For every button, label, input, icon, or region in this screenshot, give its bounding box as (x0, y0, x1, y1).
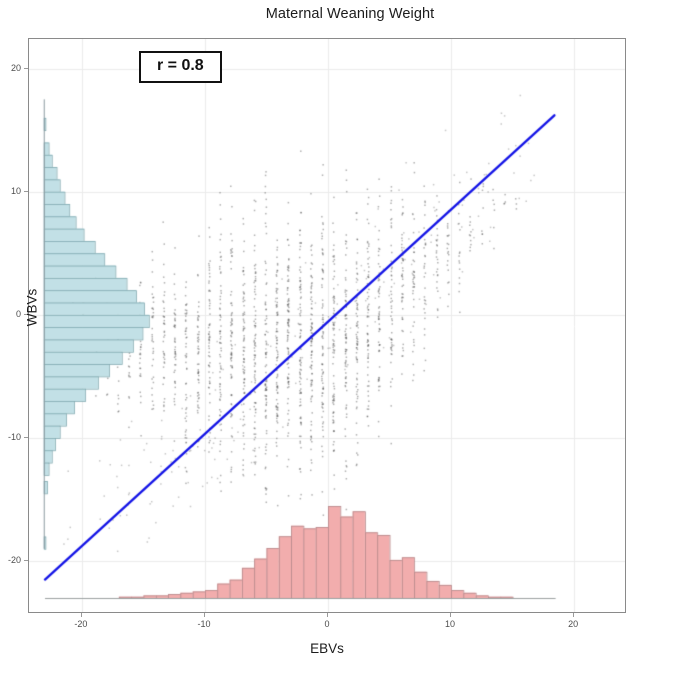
x-tick-label: 10 (445, 619, 456, 629)
y-tick-mark (24, 436, 28, 438)
y-tick-label: -10 (7, 431, 21, 442)
x-tick-label: -20 (74, 619, 88, 629)
x-axis-label: EBVs (310, 641, 344, 656)
correlation-annotation: r = 0.8 (139, 51, 222, 83)
y-tick-label: 10 (10, 185, 21, 196)
x-tick-label: 0 (324, 619, 330, 629)
x-tick-mark (80, 613, 82, 617)
y-tick-mark (24, 313, 28, 315)
x-tick-mark (327, 613, 328, 617)
x-tick-label: 20 (568, 619, 579, 629)
x-tick-mark (573, 613, 575, 617)
y-axis-label: WBVs (24, 288, 40, 327)
x-tick-label: -10 (197, 619, 211, 629)
plot-panel: r = 0.8 (28, 38, 626, 613)
x-tick-mark (203, 613, 205, 617)
y-tick-mark (24, 560, 28, 562)
y-tick-label: -20 (7, 555, 21, 566)
y-tick-label: 0 (15, 308, 21, 319)
y-tick-label: 20 (10, 62, 21, 73)
x-tick-mark (450, 613, 452, 617)
y-tick-mark (24, 190, 28, 192)
y-tick-mark (24, 67, 28, 69)
page-title: Maternal Weaning Weight (265, 6, 435, 22)
plot-canvas (29, 39, 625, 612)
